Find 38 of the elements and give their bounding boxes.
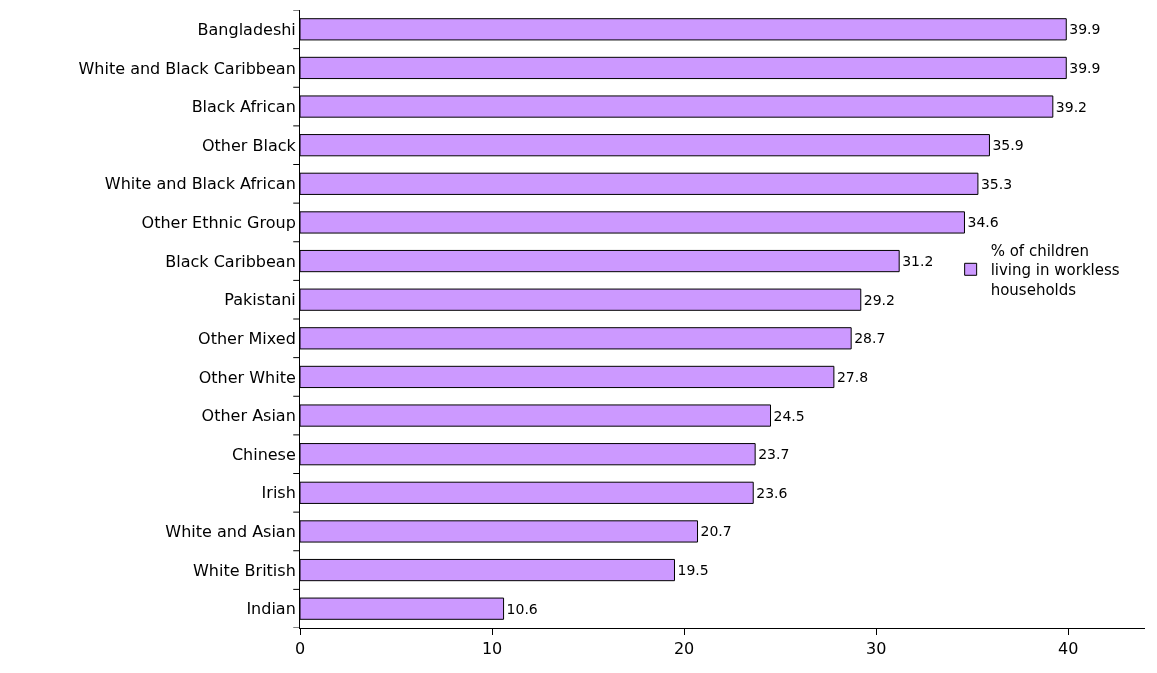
y-tick-label: Other White — [198, 367, 296, 387]
data-label: 39.9 — [1069, 59, 1101, 76]
data-label: 20.7 — [700, 523, 732, 540]
y-tick-label: Other Ethnic Group — [141, 213, 296, 233]
y-tick-label: Other Black — [201, 135, 297, 155]
data-label: 31.2 — [902, 253, 934, 270]
x-tick-label: 40 — [1058, 639, 1079, 659]
data-label: 29.2 — [863, 291, 895, 308]
y-tick-label: Other Asian — [201, 406, 296, 426]
data-label: 24.5 — [773, 407, 805, 424]
y-tick-label: White and Asian — [165, 522, 296, 542]
legend-label: % of children living in workless households — [990, 241, 1120, 299]
y-tick-label: Bangladeshi — [197, 19, 296, 39]
y-tick-label: Irish — [261, 483, 296, 503]
data-label: 23.7 — [758, 446, 790, 463]
y-tick-label: White and Black Caribbean — [78, 58, 296, 78]
y-tick-label: Chinese — [231, 444, 296, 464]
data-label: 35.9 — [992, 137, 1024, 154]
data-label: 35.3 — [980, 175, 1013, 192]
data-label: 23.6 — [756, 484, 788, 501]
data-label: 27.8 — [836, 368, 869, 385]
data-label: 39.2 — [1055, 98, 1087, 115]
y-tick-label: White British — [192, 560, 296, 580]
y-tick-label: Indian — [246, 599, 296, 619]
data-label: 28.7 — [854, 330, 886, 347]
data-label: 10.6 — [506, 600, 538, 617]
x-tick-label: 10 — [481, 639, 503, 659]
x-tick-label: 20 — [673, 639, 695, 659]
y-tick-label: Pakistani — [224, 290, 296, 310]
x-tick-label: 0 — [294, 639, 306, 659]
data-label: 34.6 — [967, 214, 999, 231]
y-tick-label: Black Caribbean — [165, 251, 296, 271]
y-tick-label: White and Black African — [104, 174, 296, 194]
y-tick-label: Other Mixed — [198, 328, 296, 348]
data-label: 19.5 — [677, 562, 709, 579]
x-tick-label: 30 — [865, 639, 887, 659]
data-label: 39.9 — [1069, 21, 1101, 38]
y-tick-label: Black African — [191, 97, 296, 117]
